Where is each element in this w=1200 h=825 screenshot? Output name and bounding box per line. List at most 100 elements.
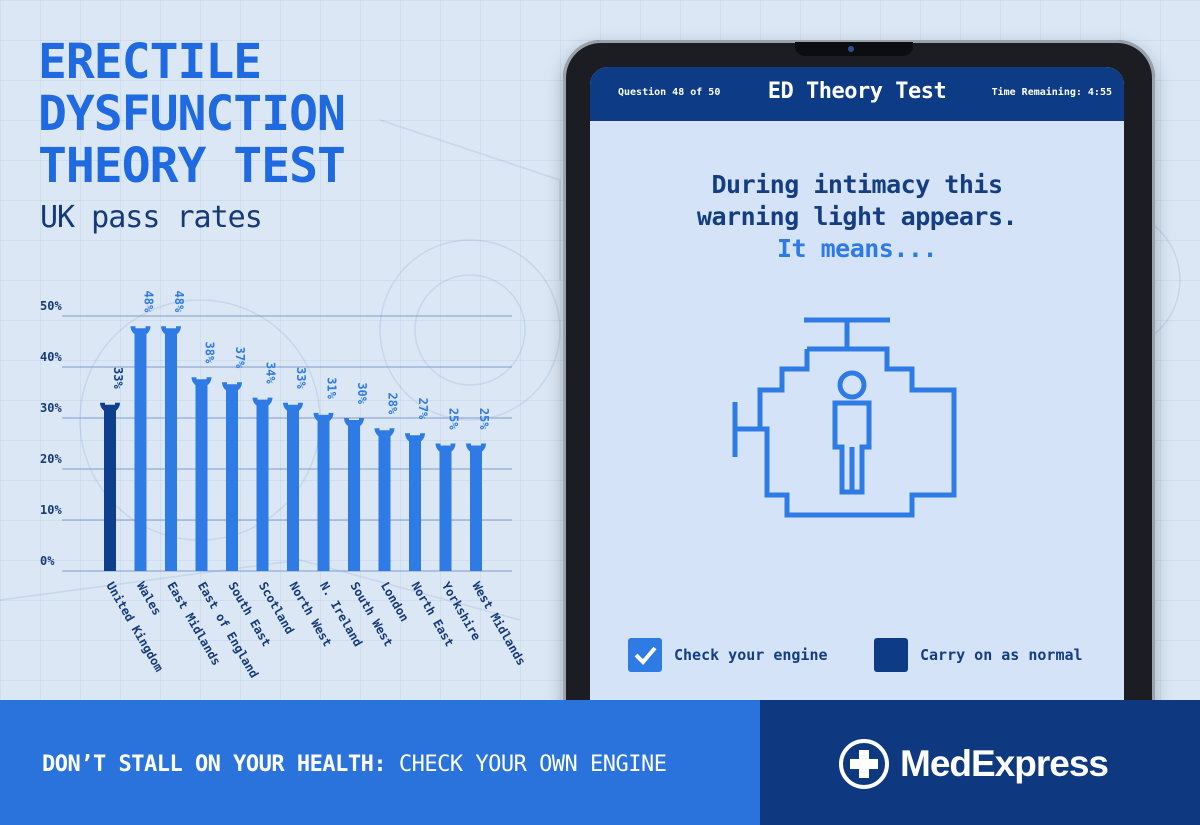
page-title: ERECTILE DYSFUNCTION THEORY TEST (38, 34, 346, 194)
wrench-head-icon (222, 382, 242, 393)
wrench-head-icon (100, 402, 120, 413)
bar-shaft (470, 451, 482, 571)
engine-warning-person-icon (732, 317, 957, 518)
bar-shaft (165, 334, 177, 571)
camera-icon (848, 46, 854, 52)
bar-shaft (134, 334, 147, 571)
bar (466, 443, 486, 571)
bar (313, 412, 334, 571)
option-carry-on[interactable]: Carry on as normal (874, 637, 1083, 673)
value-labels: 33% 48% 48% 38% 37% 34% 33% 31% 30% 28% 27% 25% 25% (111, 291, 491, 431)
value-label: 30% (355, 382, 369, 404)
slogan: DON’T STALL ON YOUR HEALTH: CHECK YOUR O… (42, 752, 667, 777)
question-line-3: It means... (776, 234, 938, 263)
bar-shaft (378, 436, 391, 571)
bar-shaft (439, 451, 452, 571)
bar-shaft (104, 410, 116, 571)
bar (100, 402, 120, 571)
bar (344, 418, 364, 571)
y-tick-label: 40% (40, 350, 62, 364)
tablet-device: Question 48 of 50 ED Theory Test Time Re… (563, 40, 1155, 747)
screen-title: ED Theory Test (767, 79, 947, 104)
bar (435, 443, 456, 571)
wrench-head-icon (466, 443, 486, 454)
checkmark-icon (634, 646, 657, 665)
value-label: 34% (264, 362, 278, 384)
footer-slogan-panel: DON’T STALL ON YOUR HEALTH: CHECK YOUR O… (0, 700, 760, 825)
value-label: 37% (233, 347, 247, 369)
bar (252, 397, 273, 571)
y-tick-label: 20% (40, 452, 62, 466)
question-line-2: warning light appears. (696, 202, 1018, 231)
value-label: 38% (203, 342, 217, 364)
bar-shaft (348, 426, 360, 571)
bar-shaft (256, 405, 269, 571)
bars (100, 326, 486, 571)
bar (283, 402, 303, 571)
bar (130, 326, 151, 571)
bar-shaft (287, 410, 299, 571)
bar (191, 377, 212, 571)
medexpress-logo[interactable]: MedExpress (838, 738, 1109, 790)
question-line-1: During intimacy this (711, 170, 1003, 199)
title-line-3: THEORY TEST (38, 138, 346, 194)
wrench-head-icon (161, 326, 181, 337)
value-label: 48% (142, 291, 156, 313)
question-text: During intimacy this warning light appea… (590, 169, 1124, 265)
footer-brand-panel (760, 700, 1200, 825)
checkbox-checked[interactable] (628, 638, 662, 672)
wrench-head-icon (405, 433, 425, 444)
title-line-1: ERECTILE (38, 34, 262, 90)
option-label: Check your engine (674, 646, 828, 664)
screen-header: Question 48 of 50 ED Theory Test Time Re… (590, 67, 1124, 121)
bar-shaft (409, 441, 421, 571)
bar (222, 382, 242, 571)
value-label: 28% (386, 393, 400, 415)
pass-rate-chart: 0%10%20%30%40%50% 33%48% 48%38% 37%34% 33% 3… (40, 291, 528, 681)
question-counter: Question 48 of 50 (618, 87, 721, 98)
wrench-head-icon (283, 402, 303, 413)
tablet-screen: Question 48 of 50 ED Theory Test Time Re… (590, 67, 1124, 747)
bar (161, 326, 181, 571)
wrench-head-icon (313, 412, 334, 423)
y-axis: 0% 10% 20% 30% 40% 50% (40, 299, 62, 568)
value-label: 25% (447, 408, 461, 430)
slogan-bold: DON’T STALL ON YOUR HEALTH: (42, 752, 387, 777)
footer-banner: DON’T STALL ON YOUR HEALTH: CHECK YOUR O… (0, 700, 1200, 825)
value-label: 25% (477, 408, 491, 430)
value-label: 31% (325, 377, 339, 399)
option-check-engine[interactable]: Check your engine (628, 637, 828, 673)
value-label: 48% (172, 291, 186, 313)
brand-name: MedExpress (900, 743, 1109, 784)
tablet-camera (795, 42, 913, 56)
category-label: London (378, 580, 412, 625)
category-label: West Midlands (469, 580, 528, 668)
bar (405, 433, 425, 571)
slogan-rest: CHECK YOUR OWN ENGINE (386, 752, 667, 777)
category-label: Wales (134, 580, 164, 618)
time-remaining: Time Remaining: 4:55 (991, 87, 1112, 98)
title-line-2: DYSFUNCTION (38, 86, 346, 142)
value-label: 33% (294, 367, 308, 389)
value-label: 33% (111, 367, 125, 389)
option-label: Carry on as normal (920, 646, 1083, 664)
bar (374, 428, 395, 571)
wrench-head-icon (435, 443, 456, 454)
bar-shaft (226, 390, 238, 571)
y-tick-label: 10% (40, 503, 62, 517)
value-label: 27% (416, 398, 430, 420)
checkbox-unchecked[interactable] (874, 638, 908, 672)
y-tick-label: 0% (40, 554, 55, 568)
medical-cross-icon (839, 739, 889, 789)
y-tick-label: 50% (40, 299, 62, 313)
category-label: United Kingdom (103, 580, 166, 675)
wrench-head-icon (344, 418, 364, 428)
bar-shaft (195, 385, 208, 571)
wrench-head-icon (252, 397, 273, 408)
bar-shaft (317, 420, 330, 571)
y-tick-label: 30% (40, 401, 62, 415)
wrench-head-icon (374, 428, 395, 439)
wrench-head-icon (130, 326, 151, 337)
